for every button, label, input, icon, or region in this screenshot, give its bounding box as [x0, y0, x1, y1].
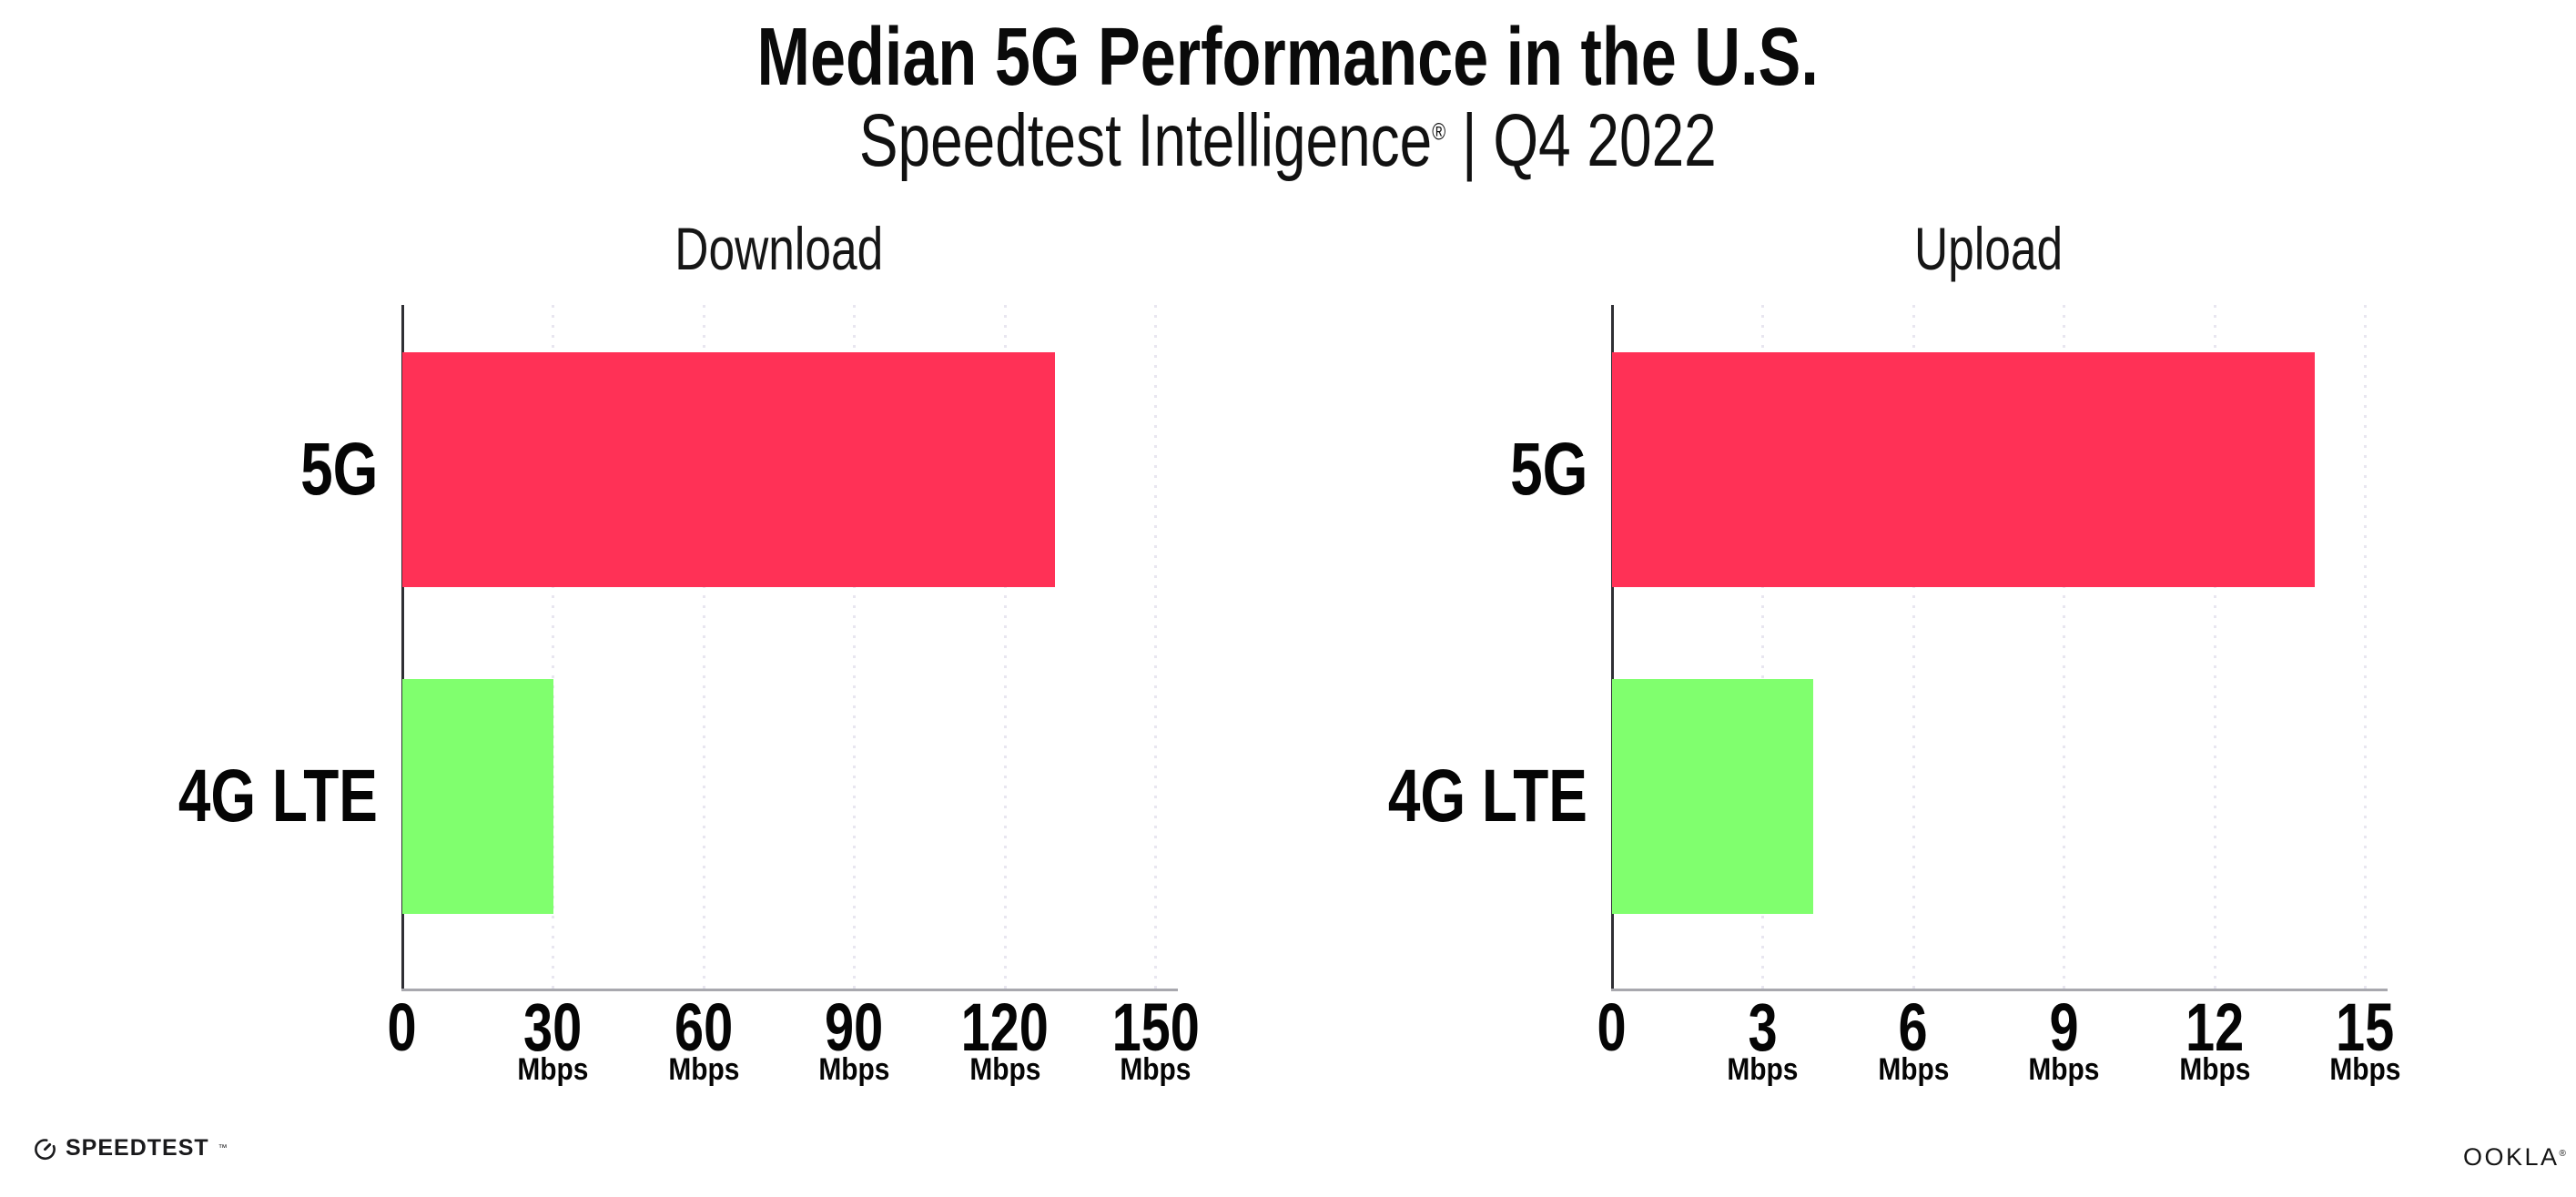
x-tick-value: 120	[960, 989, 1050, 1065]
chart-title-text: Download	[674, 215, 884, 282]
x-tick-value: 9	[2049, 989, 2079, 1065]
x-tick-unit-text: Mbps	[2329, 1052, 2401, 1087]
x-tick-label: 12	[2124, 994, 2306, 1061]
x-tick-unit: Mbps	[462, 1054, 644, 1085]
x-tick-value: 6	[1898, 989, 1929, 1065]
page-title-text: Median 5G Performance in the U.S.	[756, 12, 1820, 103]
x-tick-value: 150	[1111, 989, 1200, 1065]
ookla-wordmark: OOKLA	[2463, 1143, 2560, 1171]
x-tick-label: 0	[311, 994, 493, 1061]
x-tick-unit-text: Mbps	[2178, 1052, 2251, 1087]
x-tick-label: 15	[2275, 994, 2457, 1061]
x-tick-value: 12	[2185, 989, 2245, 1065]
page-title: Median 5G Performance in the U.S.	[0, 15, 2576, 101]
ookla-logo: OOKLA®	[2463, 1143, 2566, 1172]
x-tick-label: 30	[462, 994, 644, 1061]
bar-5g	[402, 352, 1056, 587]
category-label-text: 4G LTE	[1387, 755, 1587, 837]
subtitle-period: | Q4 2022	[1445, 99, 1717, 182]
category-label-text: 5G	[1509, 428, 1587, 511]
ookla-registered-mark-icon: ®	[2559, 1149, 2566, 1159]
subtitle-brand: Speedtest Intelligence	[859, 99, 1433, 182]
x-tick-value: 15	[2336, 989, 2395, 1065]
gridline	[1154, 305, 1157, 990]
speedtest-logo: SPEEDTEST ™	[33, 1134, 228, 1161]
x-tick-value: 3	[1748, 989, 1778, 1065]
gridline	[552, 305, 554, 990]
x-tick-unit: Mbps	[1822, 1054, 2004, 1085]
gridline	[1912, 305, 1915, 990]
x-tick-value: 60	[674, 989, 734, 1065]
speedtest-wordmark: SPEEDTEST	[66, 1134, 209, 1161]
y-axis-line	[401, 305, 404, 990]
x-tick-unit-text: Mbps	[1877, 1052, 1950, 1087]
x-axis-line	[1610, 989, 2388, 991]
bar-5g	[1612, 352, 2316, 587]
x-tick-label: 60	[613, 994, 795, 1061]
gridline	[1761, 305, 1764, 990]
x-tick-unit: Mbps	[613, 1054, 795, 1085]
gridline	[853, 305, 856, 990]
gridline	[2063, 305, 2065, 990]
x-tick-unit: Mbps	[1973, 1054, 2155, 1085]
x-tick-unit-text: Mbps	[2028, 1052, 2100, 1087]
x-tick-unit: Mbps	[1672, 1054, 1854, 1085]
x-tick-unit: Mbps	[2275, 1054, 2457, 1085]
chart-title-text: Upload	[1914, 215, 2064, 282]
registered-mark-icon: ®	[1432, 117, 1446, 146]
y-axis-line	[1610, 305, 1614, 990]
x-tick-unit-text: Mbps	[517, 1052, 589, 1087]
x-tick-label: 3	[1672, 994, 1854, 1061]
x-tick-unit-text: Mbps	[1727, 1052, 1799, 1087]
x-tick-unit: Mbps	[764, 1054, 946, 1085]
gridline	[1003, 305, 1007, 990]
page-subtitle-text: Speedtest Intelligence® | Q4 2022	[859, 99, 1717, 182]
x-tick-label: 150	[1065, 994, 1247, 1061]
x-tick-unit-text: Mbps	[667, 1052, 740, 1087]
bar-4g-lte	[1612, 679, 1813, 914]
page-subtitle: Speedtest Intelligence® | Q4 2022	[0, 99, 2576, 182]
x-tick-unit: Mbps	[2124, 1054, 2306, 1085]
bar-4g-lte	[402, 679, 553, 914]
speedtest-gauge-icon	[35, 1138, 56, 1160]
category-label-text: 5G	[299, 428, 378, 511]
x-tick-label: 6	[1822, 994, 2004, 1061]
x-tick-unit-text: Mbps	[969, 1052, 1041, 1087]
x-tick-label: 9	[1973, 994, 2155, 1061]
gridline	[2213, 305, 2216, 990]
x-tick-unit: Mbps	[914, 1054, 1096, 1085]
category-label-5g: 5G	[14, 432, 378, 507]
x-tick-label: 0	[1521, 994, 1703, 1061]
x-axis-line	[401, 989, 1178, 991]
x-tick-label: 90	[764, 994, 946, 1061]
chart-title: Upload	[1716, 218, 2262, 279]
x-tick-value: 90	[825, 989, 884, 1065]
x-tick-label: 120	[914, 994, 1096, 1061]
gridline	[2364, 305, 2367, 990]
category-label-text: 4G LTE	[177, 755, 378, 837]
x-tick-value: 0	[387, 989, 418, 1065]
chart-title: Download	[506, 218, 1052, 279]
x-tick-unit-text: Mbps	[1120, 1052, 1192, 1087]
trademark-icon: ™	[218, 1142, 228, 1153]
x-tick-unit: Mbps	[1065, 1054, 1247, 1085]
x-tick-value: 0	[1597, 989, 1628, 1065]
gridline	[702, 305, 705, 990]
category-label-5g: 5G	[1223, 432, 1587, 507]
x-tick-unit-text: Mbps	[818, 1052, 890, 1087]
x-tick-value: 30	[523, 989, 583, 1065]
category-label-4g-lte: 4G LTE	[1223, 759, 1587, 834]
category-label-4g-lte: 4G LTE	[14, 759, 378, 834]
